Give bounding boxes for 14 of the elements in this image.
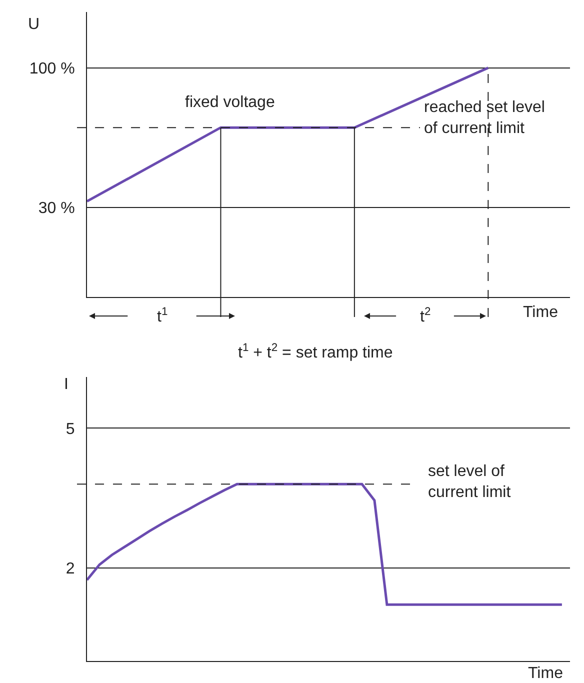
- annotation: fixed voltage: [185, 94, 275, 111]
- y-tick-label: 30 %: [38, 200, 75, 217]
- x-axis-title: Time: [523, 304, 558, 321]
- y-axis-title: I: [64, 376, 68, 393]
- y-axis-title: U: [28, 16, 40, 33]
- y-tick-label: 2: [66, 560, 75, 578]
- y-tick-label: 100 %: [29, 60, 75, 78]
- text: t$^{2}$: [420, 306, 431, 326]
- annotation: set level of current limit: [428, 463, 512, 501]
- text: t$^{1}$ + t$^{2}$ = set ramp time: [238, 342, 393, 362]
- x-axis-title: Time: [528, 665, 564, 682]
- annotation: reached set level of current limit: [424, 99, 545, 137]
- text: t$^{1}$: [157, 306, 168, 326]
- y-tick-label: 5: [66, 420, 75, 438]
